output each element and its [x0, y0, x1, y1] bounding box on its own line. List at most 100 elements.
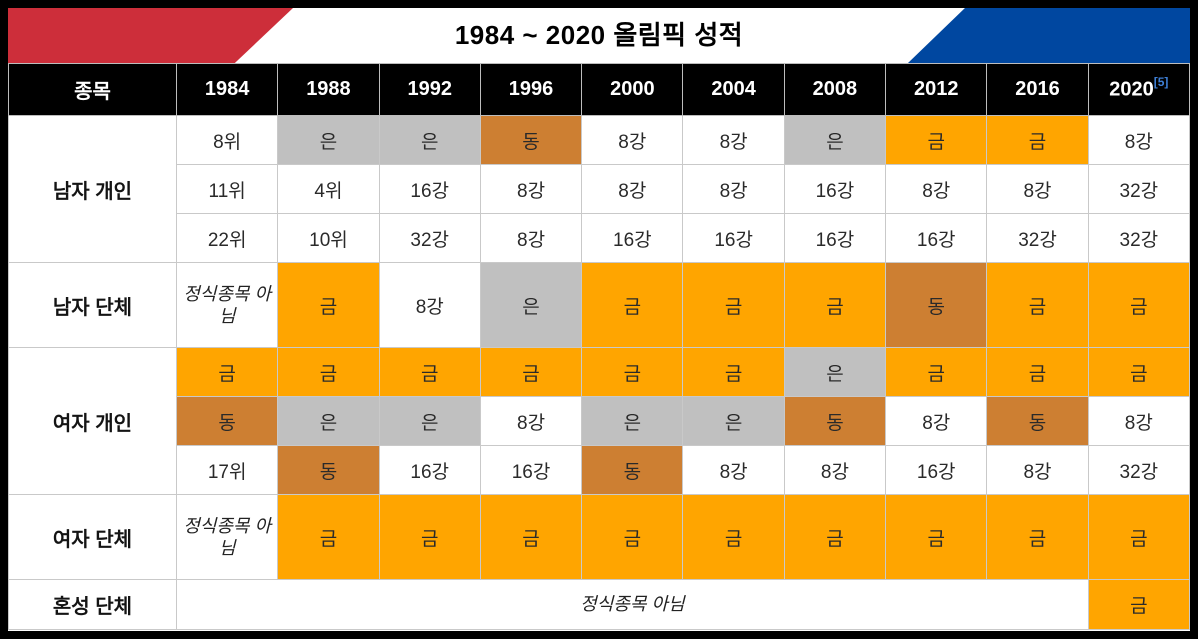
medal-cell: 금 — [479, 494, 583, 580]
table-row: 여자 개인 금 금 금 금 금 금 은 금 금 금 — [8, 347, 1190, 495]
medal-cell: 동 — [885, 262, 988, 348]
medal-cell: 금 — [581, 262, 684, 348]
year-label: 1988 — [306, 78, 351, 100]
title-banner: 1984 ~ 2020 올림픽 성적 — [8, 8, 1190, 63]
medal-cell: 금 — [682, 262, 785, 348]
medal-cell: 금 — [885, 115, 988, 165]
result-cell: 정식종목 아님 — [175, 494, 279, 580]
result-cell: 17위 — [175, 445, 279, 495]
medal-cell: 동 — [581, 445, 684, 495]
year-label: 2020 — [1109, 78, 1154, 101]
medal-cell: 동 — [986, 396, 1089, 446]
result-cell: 16강 — [479, 445, 583, 495]
result-cell: 16강 — [378, 445, 481, 495]
result-cell: 16강 — [783, 164, 887, 214]
table-row: 동 은 은 8강 은 은 동 8강 동 8강 — [9, 396, 1190, 446]
result-cell: 8위 — [175, 115, 279, 165]
result-cell: 8강 — [479, 213, 583, 263]
result-cell: 8강 — [682, 115, 785, 165]
medal-cell: 금 — [581, 347, 684, 397]
medal-cell: 동 — [783, 396, 887, 446]
year-header: 2012 — [885, 63, 988, 116]
medal-cell: 동 — [277, 445, 380, 495]
table-row: 17위 동 16강 16강 동 8강 8강 16강 8강 32강 — [9, 445, 1190, 495]
medal-cell: 금 — [885, 494, 988, 580]
year-label: 2000 — [610, 78, 655, 100]
medal-cell: 금 — [277, 347, 380, 397]
medal-cell: 금 — [175, 347, 279, 397]
medal-cell: 금 — [1087, 262, 1190, 348]
year-header: 2008 — [783, 63, 887, 116]
result-cell: 8강 — [479, 396, 583, 446]
result-cell: 16강 — [885, 445, 988, 495]
table-row: 혼성 단체 정식종목 아님 금 — [8, 579, 1190, 630]
category-header: 종목 — [8, 63, 177, 116]
medal-cell: 금 — [986, 347, 1089, 397]
medal-cell: 금 — [581, 494, 684, 580]
medal-cell: 금 — [986, 494, 1089, 580]
year-label: 2008 — [812, 78, 858, 100]
medal-cell: 금 — [1087, 347, 1190, 397]
medal-cell: 금 — [378, 347, 481, 397]
table-row: 11위 4위 16강 8강 8강 8강 16강 8강 8강 32강 — [9, 164, 1190, 214]
medal-cell: 동 — [175, 396, 279, 446]
medal-cell: 은 — [479, 262, 583, 348]
table-row: 남자 단체 정식종목 아님 금 8강 은 금 금 금 동 금 금 — [8, 262, 1190, 348]
medal-cell: 은 — [277, 115, 380, 165]
row-label: 여자 개인 — [8, 347, 177, 495]
row-label: 여자 단체 — [8, 494, 177, 580]
result-cell: 16강 — [682, 213, 785, 263]
table-row: 22위 10위 32강 8강 16강 16강 16강 16강 32강 32강 — [9, 213, 1190, 263]
medal-cell: 금 — [783, 262, 887, 348]
result-cell: 8강 — [581, 164, 684, 214]
medal-cell: 금 — [479, 347, 583, 397]
year-header: 2000 — [581, 63, 684, 116]
year-header: 2020[5] — [1087, 63, 1190, 116]
medal-cell: 동 — [479, 115, 583, 165]
row-label: 남자 단체 — [8, 262, 177, 348]
medal-cell: 은 — [378, 396, 481, 446]
medal-cell: 은 — [378, 115, 481, 165]
result-cell: 16강 — [581, 213, 684, 263]
medal-cell: 은 — [783, 347, 887, 397]
result-cell: 8강 — [1087, 396, 1190, 446]
medal-cell: 금 — [277, 494, 380, 580]
medal-cell: 은 — [682, 396, 785, 446]
year-header: 1996 — [479, 63, 583, 116]
year-header: 2016 — [986, 63, 1089, 116]
year-label: 2004 — [711, 78, 756, 100]
year-label: 2016 — [1015, 78, 1060, 100]
result-cell: 32강 — [378, 213, 481, 263]
medal-cell: 금 — [1087, 494, 1190, 580]
year-header: 1988 — [277, 63, 380, 116]
medal-cell: 은 — [783, 115, 887, 165]
result-cell: 8강 — [479, 164, 583, 214]
medal-cell: 금 — [986, 262, 1089, 348]
medal-cell: 금 — [378, 494, 481, 580]
medal-cell: 금 — [1087, 579, 1190, 630]
year-header: 1992 — [378, 63, 481, 116]
medal-cell: 금 — [885, 347, 988, 397]
year-label: 1992 — [407, 78, 452, 100]
result-cell: 8강 — [1087, 115, 1190, 165]
medal-cell: 금 — [277, 262, 380, 348]
footnote-ref-link[interactable]: [5] — [1153, 75, 1169, 90]
row-label: 혼성 단체 — [8, 579, 177, 630]
table-row: 남자 개인 8위 은 은 동 8강 8강 은 금 금 8강 — [8, 115, 1190, 263]
year-label: 2012 — [913, 78, 959, 100]
result-cell: 8강 — [885, 396, 988, 446]
result-cell: 16강 — [885, 213, 988, 263]
page-title: 1984 ~ 2020 올림픽 성적 — [454, 20, 744, 50]
year-label: 1984 — [204, 78, 250, 100]
result-cell: 8강 — [986, 445, 1089, 495]
result-cell: 10위 — [277, 213, 380, 263]
medal-cell: 금 — [783, 494, 887, 580]
medal-cell: 은 — [581, 396, 684, 446]
medal-cell: 금 — [682, 347, 785, 397]
result-cell: 16강 — [783, 213, 887, 263]
medal-cell: 은 — [277, 396, 380, 446]
result-cell: 16강 — [378, 164, 481, 214]
medal-cell: 금 — [986, 115, 1089, 165]
result-cell: 정식종목 아님 — [176, 579, 1089, 630]
